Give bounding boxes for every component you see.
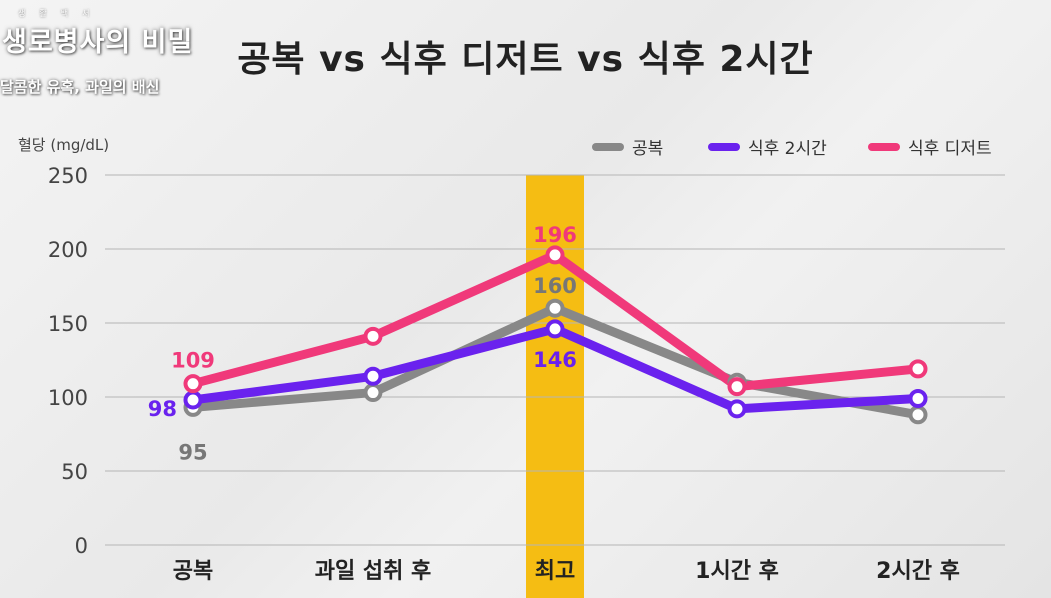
chart-title: 공복 vs 식후 디저트 vs 식후 2시간 bbox=[237, 39, 814, 80]
data-label: 98 bbox=[148, 397, 177, 421]
y-tick-label: 100 bbox=[48, 386, 88, 410]
logo-main-text: 생로병사의 비밀 bbox=[2, 27, 194, 58]
y-tick-label: 250 bbox=[48, 164, 88, 188]
data-label: 160 bbox=[533, 274, 577, 298]
data-point bbox=[727, 377, 747, 397]
data-point bbox=[908, 405, 928, 425]
y-tick-label: 50 bbox=[61, 460, 88, 484]
data-point bbox=[908, 359, 928, 379]
data-point bbox=[545, 319, 565, 339]
data-point bbox=[908, 388, 928, 408]
y-tick-label: 200 bbox=[48, 238, 88, 262]
data-point bbox=[363, 366, 383, 386]
y-axis-label: 혈당 (mg/dL) bbox=[18, 136, 109, 154]
x-tick-label: 과일 섭취 후 bbox=[315, 559, 432, 584]
data-point bbox=[727, 399, 747, 419]
data-label: 95 bbox=[178, 440, 207, 464]
x-tick-label: 2시간 후 bbox=[876, 559, 960, 584]
data-point bbox=[183, 374, 203, 394]
legend-label: 공복 bbox=[632, 139, 663, 159]
legend-label: 식후 디저트 bbox=[908, 139, 992, 159]
data-point bbox=[363, 383, 383, 403]
logo-sub-text: 달콤한 유혹, 과일의 배신 bbox=[0, 78, 160, 96]
logo-small-text: 생활백서 bbox=[18, 9, 104, 18]
x-tick-label: 공복 bbox=[173, 559, 213, 584]
legend-label: 식후 2시간 bbox=[748, 139, 827, 159]
y-tick-label: 150 bbox=[48, 312, 88, 336]
x-tick-label: 최고 bbox=[535, 559, 575, 584]
data-point bbox=[545, 298, 565, 318]
data-label: 109 bbox=[171, 349, 215, 373]
program-logo: 생활백서 생로병사의 비밀 달콤한 유혹, 과일의 배신 bbox=[0, 4, 194, 104]
data-point bbox=[545, 245, 565, 265]
data-point bbox=[183, 390, 203, 410]
data-label: 196 bbox=[533, 223, 577, 247]
x-tick-label: 1시간 후 bbox=[695, 559, 779, 584]
y-tick-label: 0 bbox=[75, 534, 88, 558]
data-label: 146 bbox=[533, 348, 577, 372]
data-point bbox=[363, 326, 383, 346]
